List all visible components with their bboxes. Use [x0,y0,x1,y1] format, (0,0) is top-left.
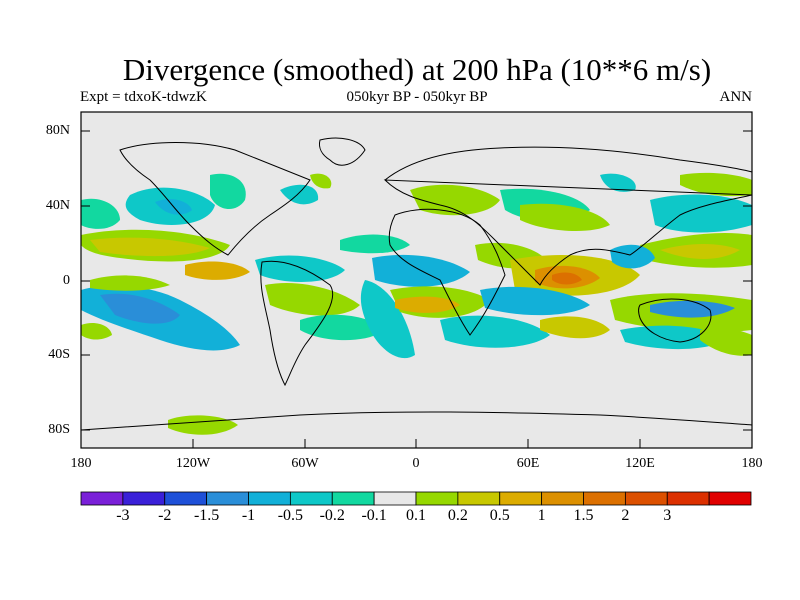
colorbar-label: -3 [116,507,130,524]
colorbar-swatch [624,491,668,506]
colorbar-swatch [708,491,752,506]
colorbar-swatch [122,491,166,506]
colorbar-swatch [499,491,543,506]
lon-label: 120E [625,456,655,471]
lat-label: 40N [45,198,70,213]
colorbar-label: -0.1 [361,507,387,524]
field-region [185,261,250,280]
lon-label: 120W [175,456,211,471]
colorbar-swatch [164,491,208,506]
colorbar-label: 3 [663,507,672,524]
colorbar-label: -0.2 [319,507,345,524]
colorbar [80,491,752,506]
lon-label: 60E [516,456,540,471]
colorbar-swatch [373,491,417,506]
colorbar-swatch [206,491,249,506]
colorbar-label: -1 [241,507,256,524]
colorbar-label: 0.1 [406,507,426,524]
period-label: 050kyr BP - 050kyr BP [346,89,488,105]
colorbar-swatch [248,491,291,506]
lat-label: 80S [48,422,70,437]
colorbar-swatch [415,491,459,506]
coastline-antarctica [80,411,753,431]
field-region [300,314,385,341]
field-region [610,244,655,269]
lon-label: 180 [70,456,92,471]
lat-label: 40S [48,347,70,362]
divergence-field [81,172,752,435]
colorbar-label: 2 [621,507,630,524]
field-region [360,280,415,359]
field-region [700,327,752,356]
field-region [520,203,610,232]
coastline-eurasia [383,146,753,286]
field-region [265,282,360,316]
colorbar-swatch [457,491,501,506]
lon-label: 60W [291,456,319,471]
field-region [540,316,610,339]
coastline-south-america [260,260,334,387]
field-region [650,300,735,318]
field-region [90,237,210,257]
colorbar-label: 0.2 [447,507,468,524]
season-label: ANN [719,89,753,105]
field-region [480,286,590,316]
coastline-greenland [319,137,366,166]
map-title: Divergence (smoothed) at 200 hPa (10**6 … [122,52,712,87]
colorbar-label: -2 [158,507,172,524]
coastline-north-america [119,142,311,256]
field-region [90,275,170,291]
colorbar-swatch [289,491,333,506]
field-region [395,296,460,313]
field-region [255,255,345,282]
lat-label: 0 [63,273,70,288]
lon-label: 0 [412,456,420,471]
field-region [680,172,752,197]
field-region [650,194,752,233]
colorbar-label: 1 [537,507,546,524]
field-region [552,272,582,285]
field-region [440,315,550,348]
colorbar-label: -1.5 [193,507,220,524]
colorbar-swatch [541,491,584,506]
colorbar-swatch [80,491,124,506]
field-region [81,198,120,229]
colorbar-label: 0.5 [489,507,510,524]
field-region [280,184,319,205]
field-region [410,184,500,216]
experiment-label: Expt = tdxoK-tdwzK [80,89,207,105]
axis-ticks [81,130,752,448]
colorbar-swatch [666,491,710,506]
colorbar-swatch [583,491,626,506]
colorbar-label: 1.5 [573,507,594,524]
field-region [310,173,332,189]
coastlines [80,137,753,431]
field-region [210,173,246,210]
lon-label: 180 [741,456,763,471]
field-region [100,293,180,324]
field-region [81,323,112,340]
lat-label: 80N [45,123,70,138]
field-region [660,244,740,259]
field-region [600,173,636,192]
colorbar-label: -0.5 [277,507,304,524]
colorbar-swatch [331,491,375,506]
coastline-australia [638,298,712,343]
